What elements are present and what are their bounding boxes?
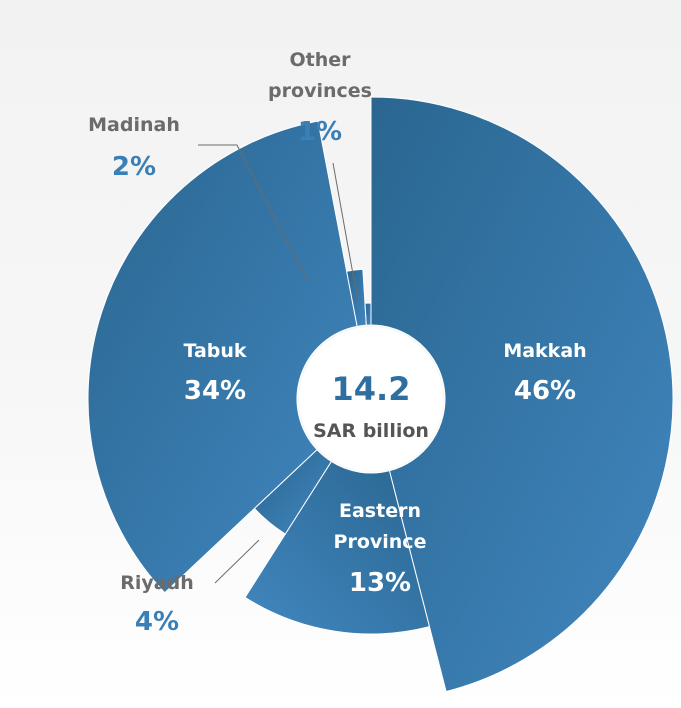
label-riyadh-percent: 4%: [135, 607, 179, 637]
leader-line-other-provinces: [332, 162, 359, 303]
center-hole: [299, 327, 443, 471]
label-eastern-province-percent: 13%: [349, 568, 411, 598]
slice-tabuk: [87, 120, 358, 594]
label-eastern-province-name-line-1: Eastern: [339, 500, 421, 522]
leader-line-riyadh: [214, 539, 260, 584]
label-madinah-percent: 2%: [112, 152, 156, 182]
label-other-provinces-name-line-1: Other: [289, 49, 351, 71]
label-madinah-name-line-1: Madinah: [88, 114, 180, 136]
label-makkah-name-line-1: Makkah: [503, 340, 586, 362]
slice-eastern-province: [244, 460, 431, 635]
leader-line-madinah: [198, 144, 309, 283]
center-total-value: 14.2: [332, 370, 411, 408]
label-eastern-province-name-line-2: Province: [334, 531, 427, 553]
slice-other-provinces: [364, 302, 372, 326]
label-tabuk-name-line-1: Tabuk: [183, 340, 246, 362]
label-riyadh-name-line-1: Riyadh: [120, 572, 193, 594]
label-makkah-percent: 46%: [514, 376, 576, 406]
center-total-unit: SAR billion: [313, 420, 429, 442]
label-tabuk-percent: 34%: [184, 376, 246, 406]
label-other-provinces-percent: 1%: [298, 117, 342, 147]
slice-makkah: [370, 96, 674, 693]
label-other-provinces-name-line-2: provinces: [268, 80, 372, 102]
